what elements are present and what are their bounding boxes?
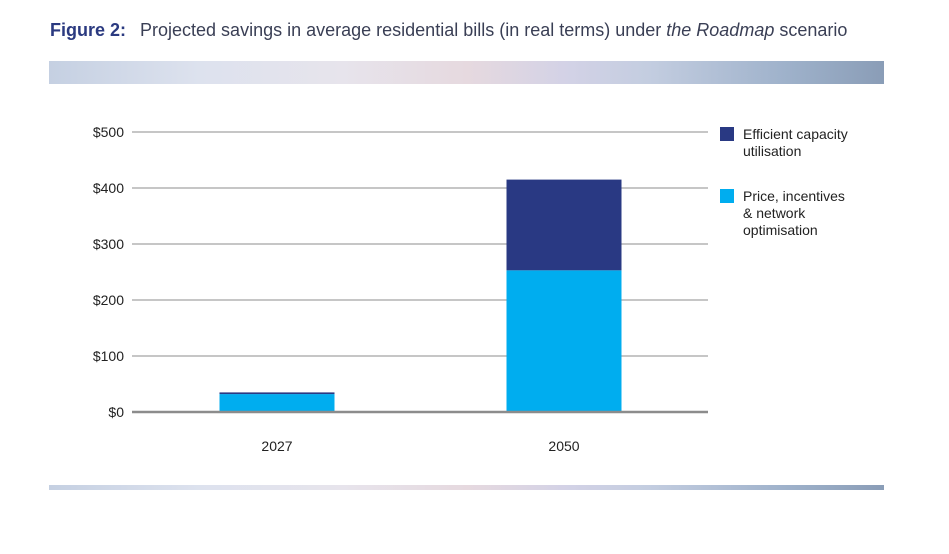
bar-2027-series-1 — [219, 392, 335, 395]
decorative-banner-bottom — [49, 485, 884, 490]
bar-2027-series-0 — [219, 394, 335, 412]
x-tick-label: 2050 — [548, 438, 579, 454]
figure-title-text: Projected savings in average residential… — [140, 20, 667, 40]
legend-label: Efficient capacity — [743, 126, 848, 142]
x-tick-label: 2027 — [261, 438, 292, 454]
y-tick-label: $300 — [93, 236, 124, 252]
figure-title-emphasis: the Roadmap — [666, 20, 775, 40]
legend-label: utilisation — [743, 143, 801, 159]
bars — [219, 179, 622, 412]
legend-label: optimisation — [743, 222, 818, 238]
legend-label: Price, incentives — [743, 188, 845, 204]
bar-2050-series-0 — [506, 270, 622, 412]
legend-swatch — [720, 127, 734, 141]
figure-label: Figure 2: — [50, 20, 127, 40]
y-tick-label: $0 — [108, 404, 124, 420]
y-tick-label: $400 — [93, 180, 124, 196]
y-tick-label: $100 — [93, 348, 124, 364]
y-tick-label: $200 — [93, 292, 124, 308]
figure-title-suffix: scenario — [774, 20, 848, 40]
y-tick-label: $500 — [93, 124, 124, 140]
gridlines — [132, 131, 708, 357]
figure-title: Figure 2: Projected savings in average re… — [50, 20, 847, 41]
legend-swatch — [720, 189, 734, 203]
decorative-banner-top — [49, 61, 884, 84]
x-tick-labels: 2027 2050 — [261, 438, 579, 454]
legend-label: & network — [743, 205, 806, 221]
y-tick-labels: $0 $100 $200 $300 $400 $500 — [93, 124, 124, 420]
bar-2050-series-1 — [506, 179, 622, 271]
